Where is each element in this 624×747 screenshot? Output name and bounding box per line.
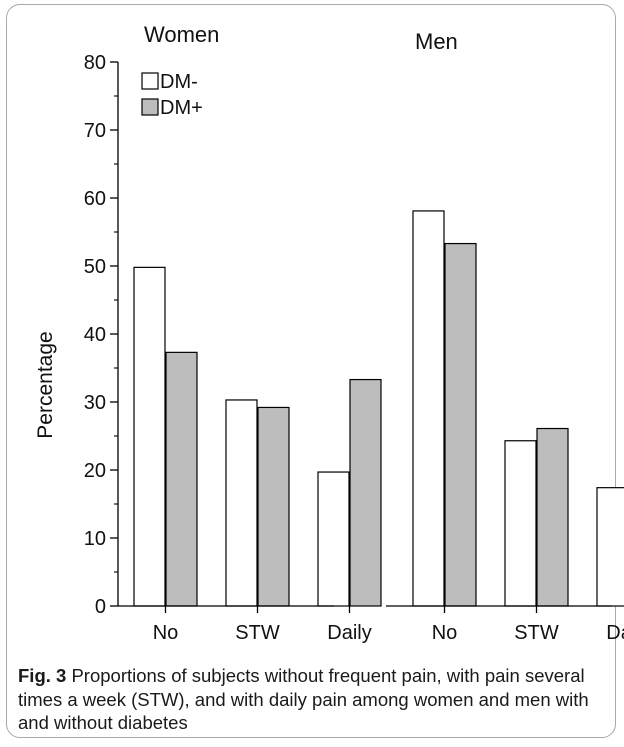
bar-men-daily-dmminus xyxy=(596,487,624,607)
bar-women-no-dmplus xyxy=(165,351,198,607)
y-axis: 0 10 20 30 40 50 60 70 80 xyxy=(84,52,119,618)
caption-text: Proportions of subjects without frequent… xyxy=(18,665,589,733)
bar-women-daily-dmminus xyxy=(317,471,350,607)
y-tick-label: 10 xyxy=(84,528,106,550)
y-tick-label: 60 xyxy=(84,188,106,210)
legend-swatch-dm-plus xyxy=(141,98,159,116)
y-tick-label: 70 xyxy=(84,120,106,142)
y-tick-label: 40 xyxy=(84,324,106,346)
category-label: No xyxy=(432,622,458,644)
panel-title-men: Men xyxy=(415,29,458,54)
y-axis-label: Percentage xyxy=(34,331,57,438)
category-label: Daily xyxy=(606,622,624,644)
figure-caption: Fig. 3 Proportions of subjects without f… xyxy=(18,664,608,735)
category-label: STW xyxy=(514,622,559,644)
y-tick-label: 0 xyxy=(95,596,106,618)
bar-women-no-dmminus xyxy=(133,266,166,607)
bar-women-daily-dmplus xyxy=(349,378,382,607)
figure-frame xyxy=(6,4,616,738)
y-tick-label: 30 xyxy=(84,392,106,414)
category-label: No xyxy=(153,622,179,644)
caption-label: Fig. 3 xyxy=(18,665,67,686)
legend-label-dm-minus: DM- xyxy=(160,71,198,93)
bar-women-stw-dmplus xyxy=(257,406,290,607)
bar-women-stw-dmminus xyxy=(225,399,258,607)
legend-swatch-dm-minus xyxy=(141,72,159,90)
bar-men-no-dmminus xyxy=(412,210,445,607)
category-label: STW xyxy=(235,622,280,644)
y-tick-label: 20 xyxy=(84,460,106,482)
bars xyxy=(133,210,624,607)
y-tick-label: 50 xyxy=(84,256,106,278)
bar-chart: 0 10 20 30 40 50 60 70 80 Percentage Women Men N… xyxy=(34,22,624,644)
x-axis xyxy=(118,605,612,613)
category-labels: No STW Daily No STW Daily xyxy=(153,622,624,644)
panel-title-women: Women xyxy=(144,22,219,47)
legend: DM- DM+ xyxy=(141,71,203,119)
bar-men-stw-dmplus xyxy=(536,427,569,607)
y-tick-label: 80 xyxy=(84,52,106,74)
category-label: Daily xyxy=(327,622,371,644)
legend-label-dm-plus: DM+ xyxy=(160,97,203,119)
bar-men-stw-dmminus xyxy=(504,440,537,607)
bar-men-no-dmplus xyxy=(444,242,477,607)
